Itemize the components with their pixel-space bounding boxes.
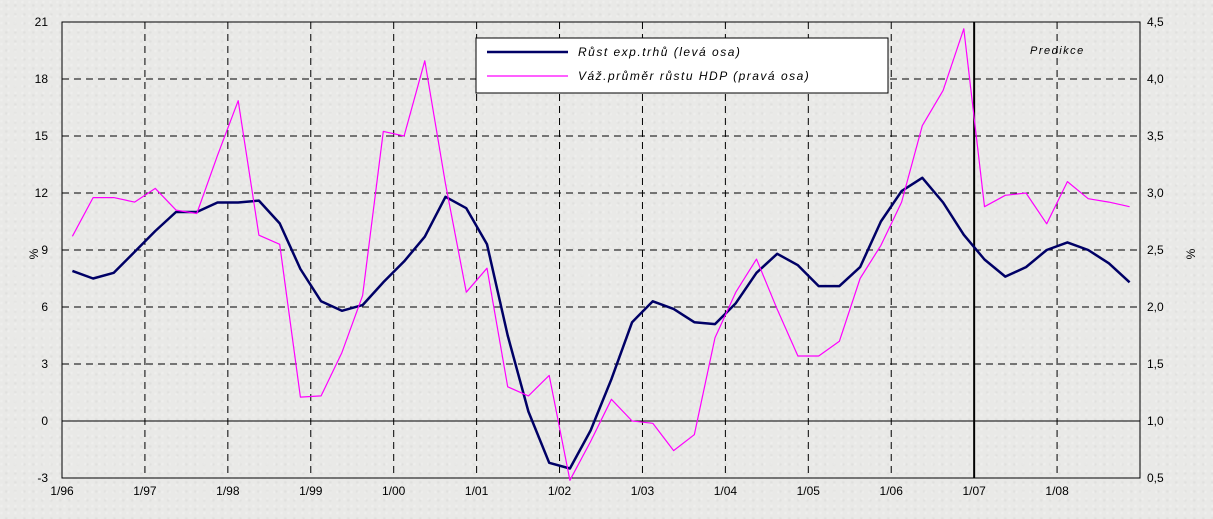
x-tick-label: 1/08 xyxy=(1045,484,1069,498)
left-axis-label: % xyxy=(27,248,41,259)
x-tick-label: 1/00 xyxy=(382,484,406,498)
left-tick-label: 15 xyxy=(35,129,49,143)
plot-area-frame xyxy=(61,21,1141,479)
left-axis-ticks: 21 18 15 12 9 6 3 0 -3 xyxy=(35,15,49,485)
x-tick-label: 1/01 xyxy=(465,484,489,498)
left-tick-label: 12 xyxy=(35,186,49,200)
right-axis-label: % xyxy=(1184,248,1198,259)
series-line-export-growth xyxy=(71,176,1131,470)
right-tick-label: 3,0 xyxy=(1147,186,1164,200)
left-tick-label: -3 xyxy=(37,471,48,485)
horizontal-gridlines xyxy=(62,78,1140,365)
right-tick-label: 4,0 xyxy=(1147,72,1164,86)
left-tick-label: 0 xyxy=(41,414,48,428)
series-line-gdp-growth xyxy=(71,28,1130,481)
left-tick-label: 6 xyxy=(41,300,48,314)
right-tick-label: 2,5 xyxy=(1147,243,1164,257)
x-tick-label: 1/99 xyxy=(299,484,323,498)
x-tick-label: 1/97 xyxy=(133,484,157,498)
legend-label-export: Růst exp.trhů (levá osa) xyxy=(578,45,741,59)
series-layer xyxy=(71,28,1131,481)
x-tick-label: 1/05 xyxy=(797,484,821,498)
x-tick-label: 1/98 xyxy=(216,484,240,498)
left-tick-label: 9 xyxy=(41,243,48,257)
x-tick-label: 1/96 xyxy=(50,484,74,498)
left-tick-label: 21 xyxy=(35,15,49,29)
legend-box xyxy=(475,37,889,94)
x-tick-label: 1/03 xyxy=(631,484,655,498)
right-tick-label: 2,0 xyxy=(1147,300,1164,314)
x-tick-label: 1/06 xyxy=(880,484,904,498)
prediction-label: Predikce xyxy=(1030,45,1085,57)
legend-label-gdp: Váž.průměr růstu HDP (pravá osa) xyxy=(578,69,810,83)
x-axis-ticks: 1/96 1/97 1/98 1/99 1/00 1/01 1/02 1/03 1/04 1/05… xyxy=(50,484,1069,498)
legend: Růst exp.trhů (levá osa) Váž.průměr růst… xyxy=(475,37,889,94)
left-tick-label: 18 xyxy=(35,72,49,86)
x-tick-label: 1/04 xyxy=(714,484,738,498)
x-tick-label: 1/07 xyxy=(962,484,986,498)
right-axis-ticks: 4,5 4,0 3,5 3,0 2,5 2,0 1,5 1,0 0,5 xyxy=(1147,15,1164,485)
right-tick-label: 0,5 xyxy=(1147,471,1164,485)
right-tick-label: 1,5 xyxy=(1147,357,1164,371)
left-tick-label: 3 xyxy=(41,357,48,371)
right-tick-label: 1,0 xyxy=(1147,414,1164,428)
right-tick-label: 3,5 xyxy=(1147,129,1164,143)
right-tick-label: 4,5 xyxy=(1147,15,1164,29)
x-tick-label: 1/02 xyxy=(548,484,572,498)
